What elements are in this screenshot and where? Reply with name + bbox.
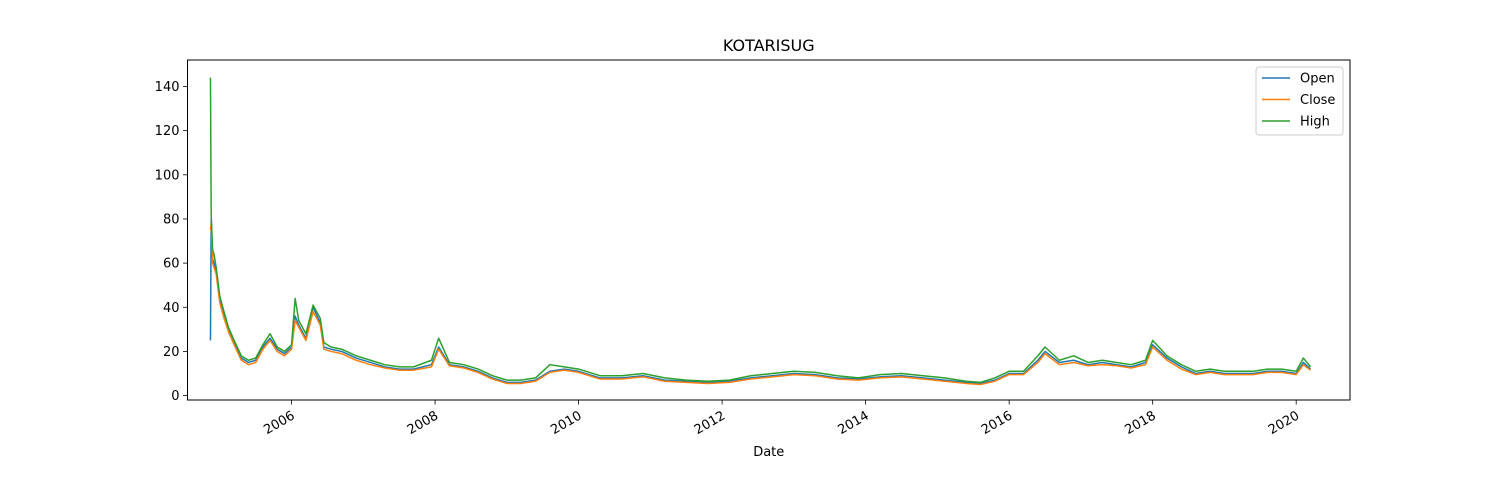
y-tick-label: 120	[155, 124, 180, 139]
y-tick-label: 0	[171, 389, 179, 404]
y-tick-label: 20	[163, 345, 180, 360]
y-tick-label: 100	[155, 168, 180, 183]
y-tick-label: 40	[163, 301, 180, 316]
x-tick-label: 2014	[835, 408, 871, 438]
y-tick-label: 140	[155, 80, 180, 95]
series-line-high	[209, 77, 1312, 384]
x-axis-label: Date	[753, 445, 784, 460]
legend-label-high: High	[1300, 115, 1330, 130]
legend-box	[1255, 66, 1344, 136]
series-line-close	[209, 222, 1311, 386]
y-tick-label: 80	[163, 212, 180, 227]
x-tick-label: 2018	[1123, 408, 1159, 438]
series-layer	[209, 77, 1312, 386]
x-tick-label: 2008	[405, 408, 441, 438]
y-tick-label: 60	[163, 257, 180, 272]
series-line-open	[209, 218, 1312, 385]
x-axis: 2006 2008 2010 2012 2014 2016 2018 2020	[261, 400, 1302, 438]
y-axis: 0 20 40 60 80 100 120 140	[155, 80, 188, 404]
plot-area-background	[187, 60, 1350, 400]
x-tick-label: 2016	[979, 408, 1015, 438]
legend: Open Close High	[1255, 66, 1344, 136]
x-tick-label: 2012	[692, 408, 728, 438]
legend-label-open: Open	[1300, 72, 1335, 87]
x-tick-label: 2010	[548, 408, 584, 438]
legend-label-close: Close	[1300, 93, 1335, 108]
chart-title: KOTARISUG	[723, 36, 815, 55]
x-tick-label: 2006	[261, 408, 297, 438]
x-tick-label: 2020	[1266, 408, 1302, 438]
plot-area-frame	[187, 59, 1351, 401]
